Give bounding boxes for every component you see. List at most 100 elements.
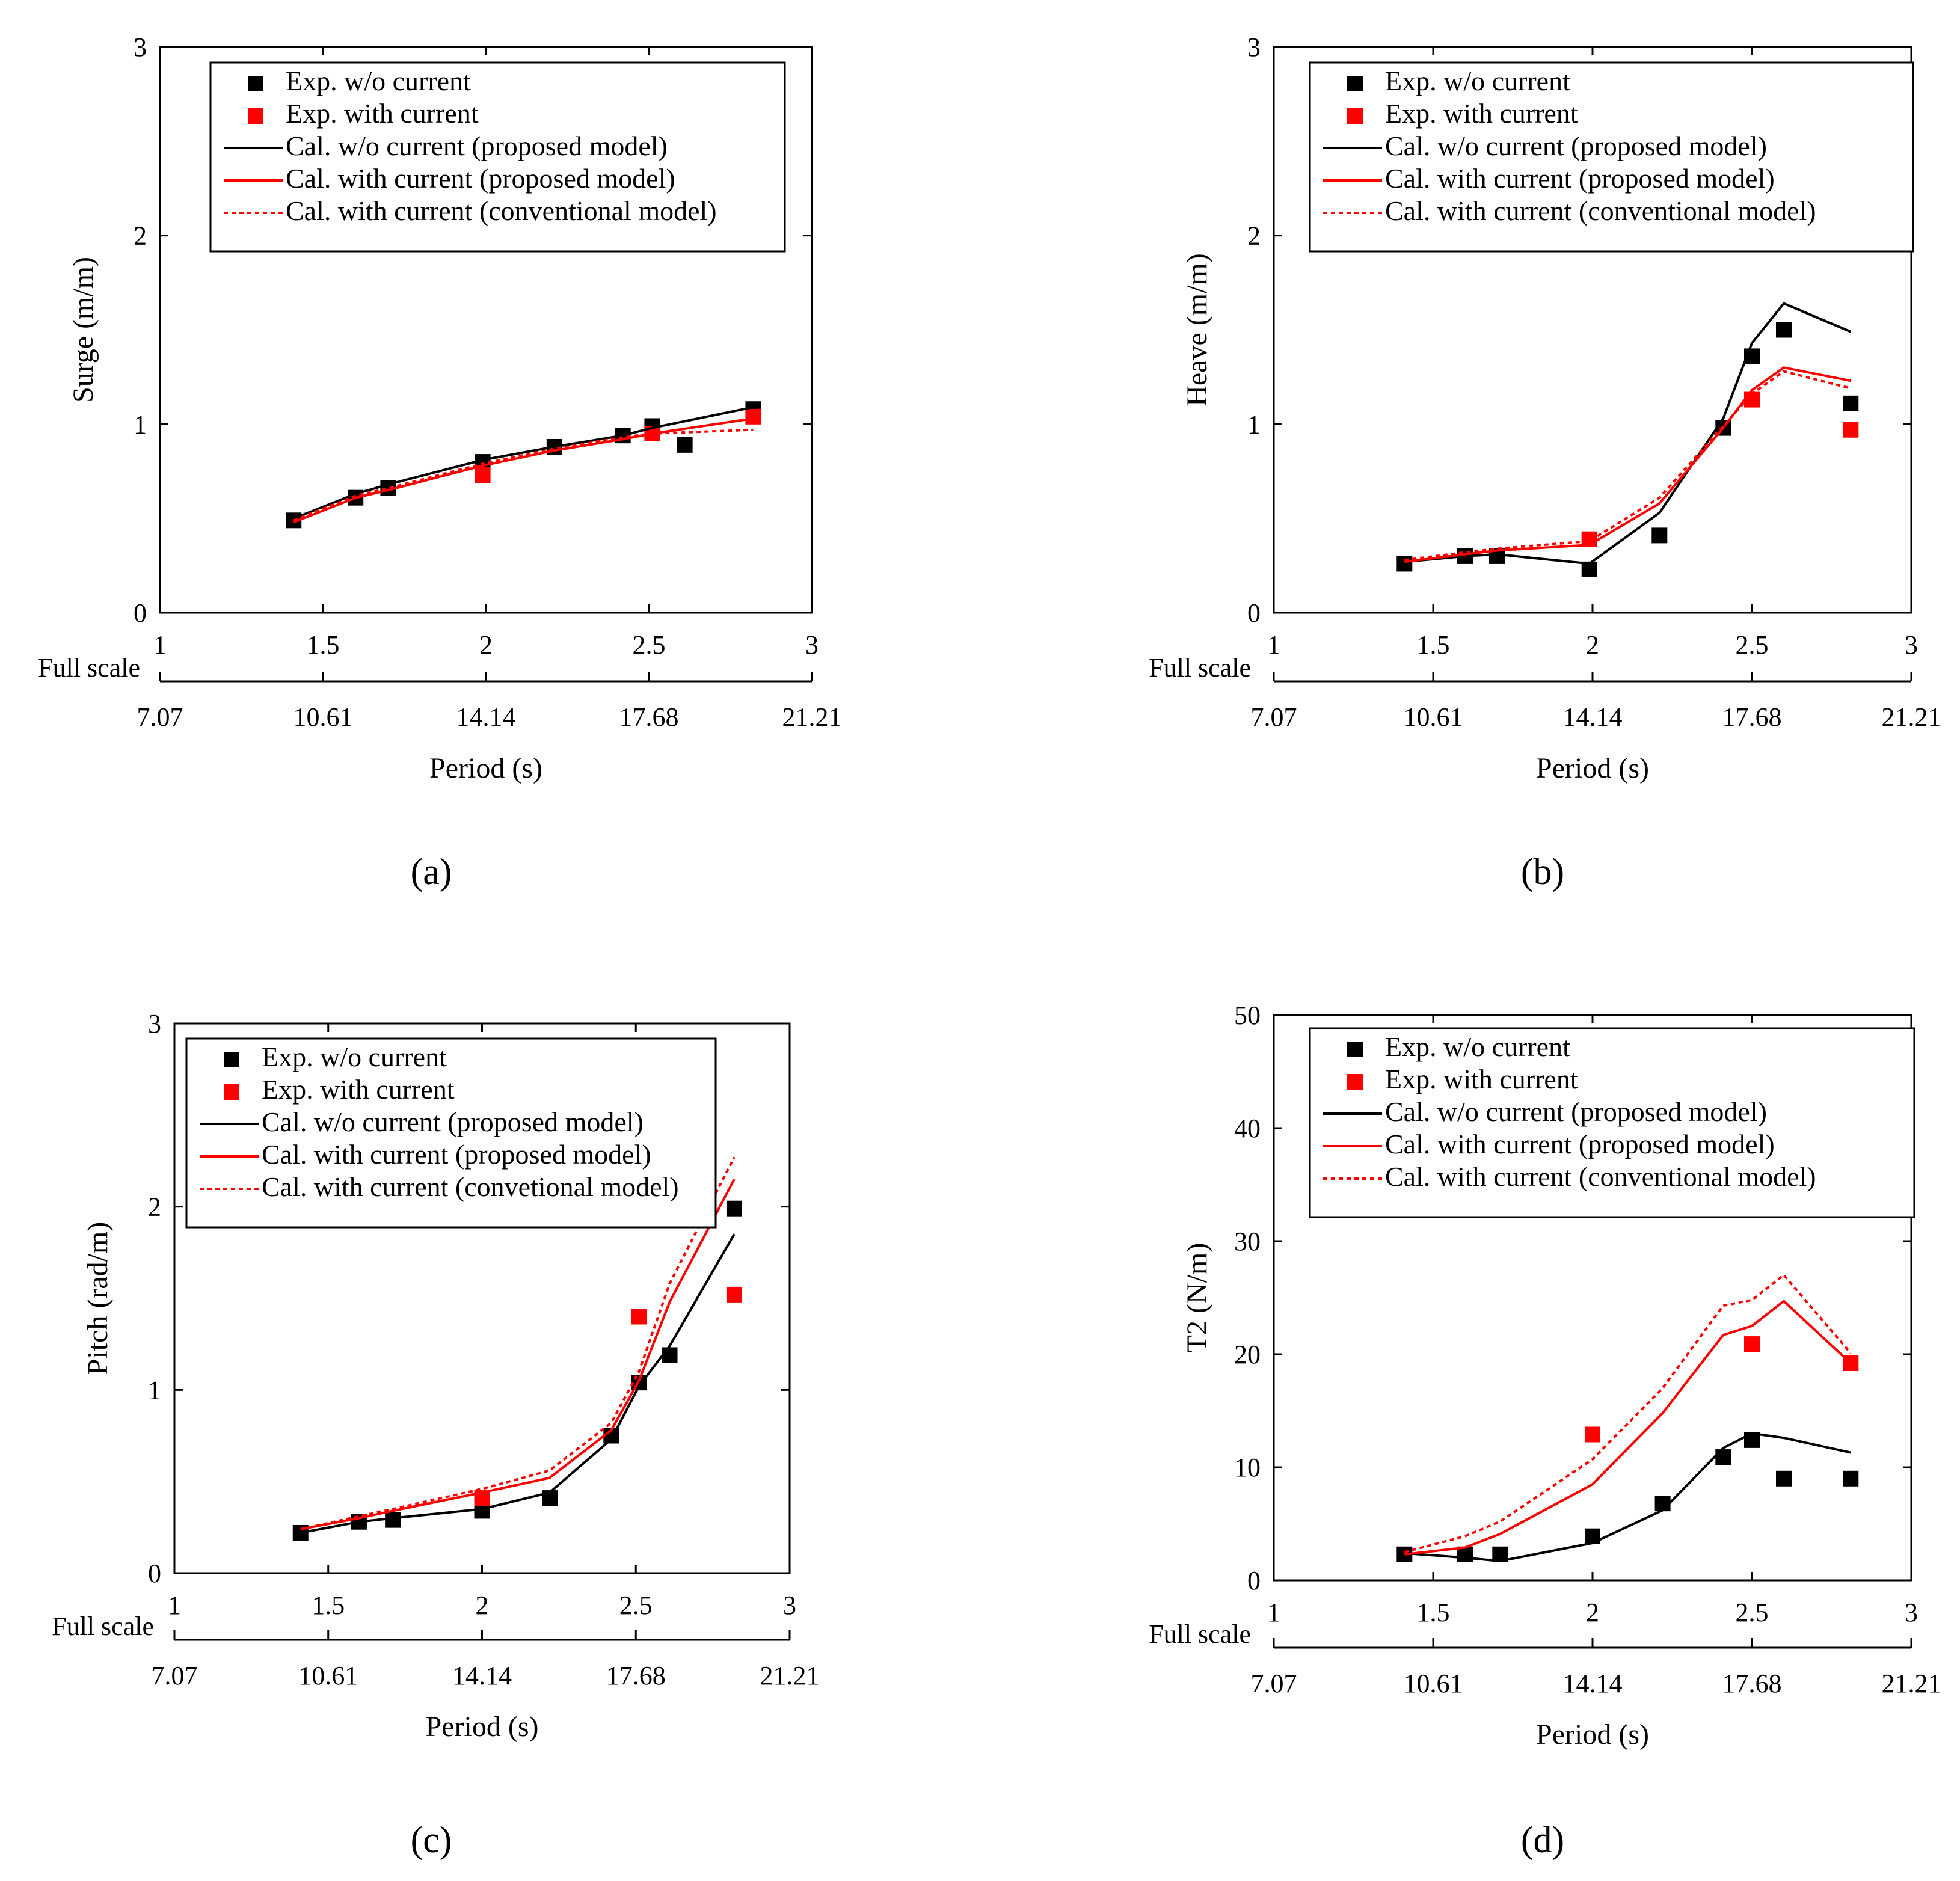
data-point-series-exp-w-o-current [1843,1470,1859,1487]
full-scale-tick-label: 21.21 [782,702,842,732]
legend-label: Cal. with current (conventional model) [1385,1161,1816,1192]
panel-label: (c) [411,1820,452,1861]
data-point-series-exp-w-o-current [1715,1449,1731,1465]
legend-marker [1347,1042,1363,1057]
data-point-series-exp-w-o-current [1843,395,1859,411]
x-tick-label: 2 [479,630,493,660]
data-point-series-exp-w-o-current [385,1512,401,1528]
chart-panel-d: 0 10 20 30 40 50 1 1.5 2 2.5 3 7.07 10.61 14.14 17.68 2… [1149,1001,1941,1861]
line-series-cal-with-current-conventional-model [1404,1274,1852,1553]
y-tick-label: 3 [134,32,147,62]
x-axis-title: Period (s) [1536,752,1649,784]
legend-label: Cal. with current (proposed model) [286,163,675,194]
data-point-series-exp-w-o-current [662,1347,678,1363]
legend-label: Exp. with current [286,98,479,129]
legend-label: Exp. w/o current [1385,1031,1570,1062]
line-series-cal-with-current-proposed-model [300,1179,736,1530]
legend-label: Cal. w/o current (proposed model) [262,1106,644,1137]
full-scale-tick-label: 14.14 [1563,702,1623,732]
x-tick-label: 3 [783,1591,796,1620]
data-point-series-exp-with-current [745,408,761,425]
legend-marker [1347,108,1363,124]
x-axis-title: Period (s) [426,1711,539,1743]
data-point-series-exp-w-o-current [1776,1470,1792,1487]
legend-label: Exp. w/o current [262,1042,447,1072]
x-tick-label: 2.5 [1736,630,1769,660]
y-tick-label: 50 [1234,1001,1261,1030]
y-tick-label: 2 [148,1192,161,1222]
line-series-cal-with-current-conventional-model [293,428,754,522]
full-scale-tick-label: 17.68 [606,1661,666,1690]
legend-label: Cal. with current (proposed model) [1385,1129,1775,1159]
y-tick-label: 2 [1247,221,1261,251]
y-axis-title: Surge (m/m) [67,257,99,403]
y-tick-label: 40 [1234,1114,1261,1143]
x-tick-label: 2 [476,1591,489,1620]
line-series-cal-with-current-conventional-model [1404,370,1851,562]
x-tick-label: 2 [1586,630,1599,660]
legend-marker [224,1084,239,1100]
x-tick-label: 3 [1905,630,1918,660]
y-tick-label: 20 [1234,1340,1261,1369]
x-tick-label: 1 [153,630,167,660]
y-tick-label: 1 [148,1375,161,1405]
full-scale-tick-label: 14.14 [456,702,516,732]
full-scale-tick-label: 10.61 [1404,702,1463,732]
legend-label: Exp. with current [1385,98,1578,129]
legend-label: Exp. w/o current [1385,66,1570,96]
line-series-cal-with-current-proposed-model [293,417,754,524]
full-scale-tick-label: 7.07 [1251,702,1297,732]
legend-box [1309,61,1914,253]
full-scale-tick-label: 7.07 [137,702,183,732]
x-tick-label: 1.5 [1417,630,1450,660]
data-point-series-exp-with-current [726,1286,742,1303]
legend-box [209,61,786,253]
full-scale-tick-label: 10.61 [293,702,353,732]
full-scale-tick-label: 14.14 [452,1661,512,1690]
full-scale-label: Full scale [38,653,140,683]
legend-label: Exp. with current [262,1074,455,1105]
line-series-cal-with-current-proposed-model [1404,1300,1852,1556]
x-tick-label: 2.5 [633,630,666,660]
full-scale-tick-label: 10.61 [298,1661,358,1690]
full-scale-tick-label: 14.14 [1563,1669,1623,1698]
data-point-series-exp-with-current [631,1309,647,1325]
full-scale-label: Full scale [52,1612,154,1641]
panel-label: (d) [1521,1820,1564,1861]
full-scale-tick-label: 17.68 [1722,1669,1782,1698]
legend-label: Cal. with current (proposed model) [262,1139,651,1170]
full-scale-tick-label: 10.61 [1404,1669,1463,1698]
y-tick-label: 3 [148,1009,161,1039]
data-point-series-exp-w-o-current [1776,322,1792,338]
line-series-cal-with-current-convetional-model [300,1156,736,1530]
y-axis-title: Heave (m/m) [1181,253,1213,407]
legend-label: Exp. with current [1385,1064,1578,1094]
legend-label: Cal. with current (convetional model) [262,1171,679,1202]
legend-marker [1347,1074,1363,1090]
x-tick-label: 1.5 [307,630,340,660]
y-tick-label: 10 [1234,1453,1261,1482]
y-tick-label: 3 [1247,32,1261,62]
legend-marker [248,108,263,124]
full-scale-tick-label: 21.21 [1882,702,1941,732]
y-tick-label: 1 [134,410,147,439]
y-tick-label: 0 [1247,598,1261,628]
y-tick-label: 30 [1234,1227,1261,1256]
x-tick-label: 1.5 [1417,1598,1450,1627]
data-point-series-exp-w-o-current [1396,556,1413,572]
legend-marker [248,76,263,91]
data-point-series-exp-w-o-current [1651,527,1668,544]
full-scale-tick-label: 17.68 [1722,702,1782,732]
line-series-cal-w-o-current-proposed-model [1404,302,1852,565]
legend-label: Cal. with current (proposed model) [1385,163,1775,194]
y-axis-title: Pitch (rad/m) [82,1222,114,1375]
legend-label: Cal. w/o current (proposed model) [1385,130,1767,161]
legend-box [1309,1027,1915,1218]
data-point-series-exp-with-current [475,467,491,483]
y-axis-title: T2 (N/m) [1181,1243,1213,1353]
full-scale-label: Full scale [1149,1619,1251,1649]
